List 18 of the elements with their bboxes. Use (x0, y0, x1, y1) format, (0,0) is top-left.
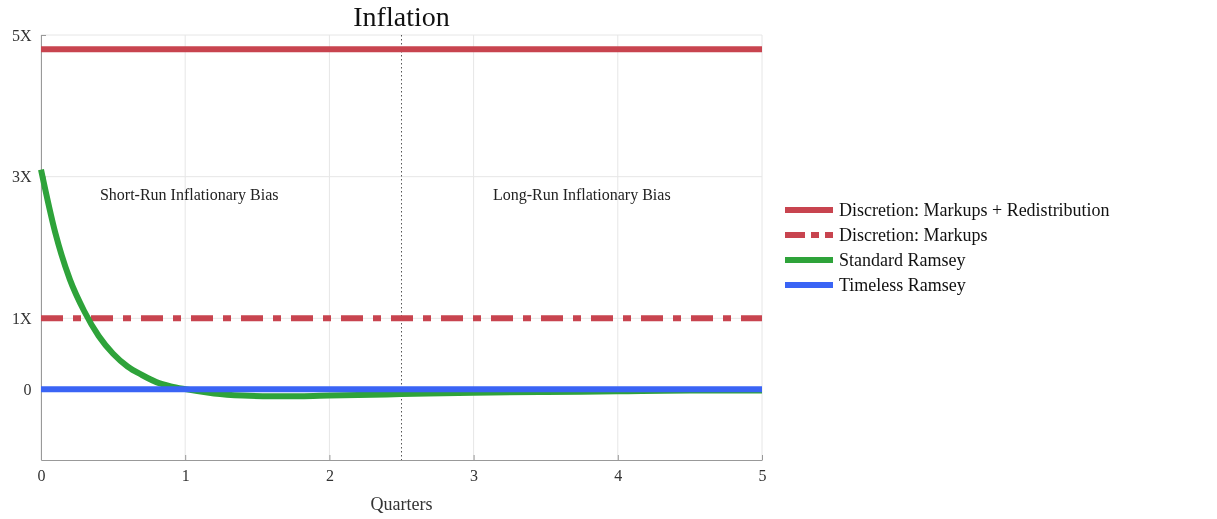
x-axis-title: Quarters (370, 494, 433, 514)
x-tick-label: 2 (325, 466, 334, 484)
y-tick-label: 5X (12, 26, 33, 44)
y-tick-label: 0 (23, 380, 32, 398)
x-tick-label: 4 (614, 466, 623, 484)
x-tick-label: 3 (470, 466, 479, 484)
annotation: Long-Run Inflationary Bias (492, 186, 671, 204)
x-tick-label: 1 (181, 466, 190, 484)
x-tick-label: 5 (758, 466, 767, 484)
chart-title: Inflation (353, 1, 450, 32)
legend-label: Discretion: Markups (839, 225, 988, 245)
legend-label: Timeless Ramsey (839, 275, 966, 295)
legend-label: Standard Ramsey (839, 250, 966, 270)
legend-label: Discretion: Markups + Redistribution (839, 200, 1110, 220)
annotation: Short-Run Inflationary Bias (99, 186, 279, 204)
y-tick-label: 1X (12, 309, 33, 327)
x-tick-label: 0 (37, 466, 46, 484)
y-tick-label: 3X (12, 168, 33, 186)
